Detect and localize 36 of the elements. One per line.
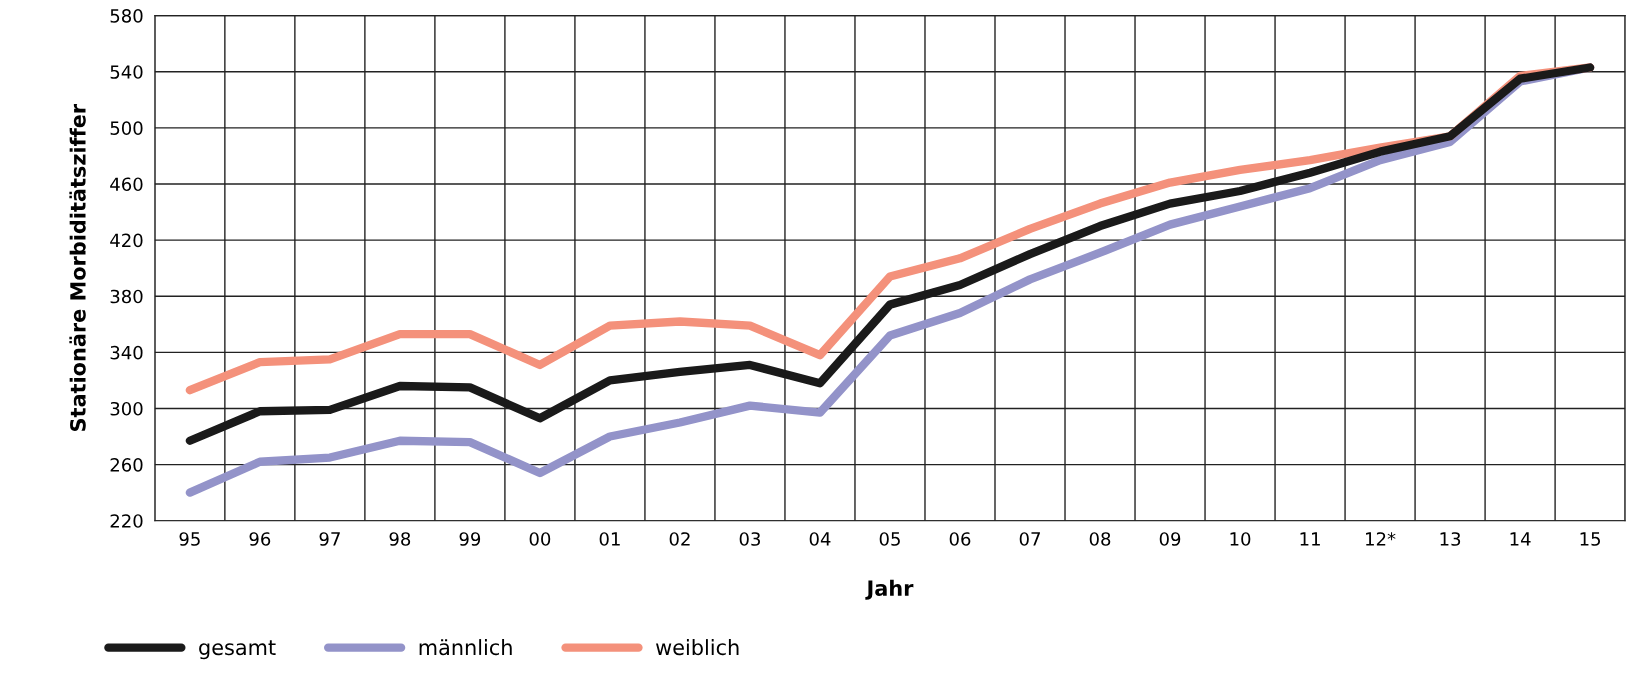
y-tick-label: 460 bbox=[110, 177, 143, 192]
x-tick-label: 05 bbox=[879, 532, 900, 546]
y-tick-label: 580 bbox=[110, 9, 143, 23]
x-tick-label: 10 bbox=[1230, 532, 1251, 546]
x-tick-label: 03 bbox=[739, 532, 760, 546]
x-tick-label: 07 bbox=[1019, 532, 1040, 546]
y-tick-label: 500 bbox=[110, 121, 143, 135]
x-tick-label: 02 bbox=[669, 532, 690, 546]
x-tick-label: 97 bbox=[319, 532, 340, 546]
x-tick-label: 15 bbox=[1580, 532, 1601, 546]
legend-label: weiblich bbox=[656, 639, 739, 656]
legend-label: männlich bbox=[419, 639, 512, 656]
x-tick-label: 12* bbox=[1366, 532, 1396, 546]
y-tick-label: 540 bbox=[110, 65, 143, 79]
x-tick-label: 96 bbox=[249, 532, 271, 546]
x-tick-label: 08 bbox=[1089, 532, 1111, 546]
x-tick-label: 11 bbox=[1300, 532, 1320, 546]
x-tick-label: 06 bbox=[949, 532, 971, 546]
y-tick-label: 380 bbox=[110, 289, 143, 304]
x-tick-label: 00 bbox=[529, 532, 551, 546]
y-tick-label: 220 bbox=[110, 514, 143, 528]
x-tick-label: 14 bbox=[1510, 532, 1531, 546]
x-tick-label: 98 bbox=[389, 532, 411, 546]
y-tick-label: 300 bbox=[110, 401, 143, 416]
x-tick-label: 13 bbox=[1440, 532, 1461, 546]
y-axis-title: Stationäre Morbiditätsziffer bbox=[69, 103, 86, 431]
x-tick-label: 99 bbox=[459, 532, 481, 546]
y-tick-label: 340 bbox=[110, 345, 143, 360]
x-tick-label: 09 bbox=[1159, 532, 1181, 546]
x-tick-label: 04 bbox=[809, 532, 831, 546]
x-tick-label: 95 bbox=[179, 532, 200, 546]
x-axis-title: Jahr bbox=[865, 579, 914, 600]
x-tick-label: 01 bbox=[599, 532, 620, 546]
y-tick-label: 420 bbox=[110, 233, 143, 248]
legend-label: gesamt bbox=[199, 640, 276, 660]
y-tick-label: 260 bbox=[110, 458, 143, 472]
